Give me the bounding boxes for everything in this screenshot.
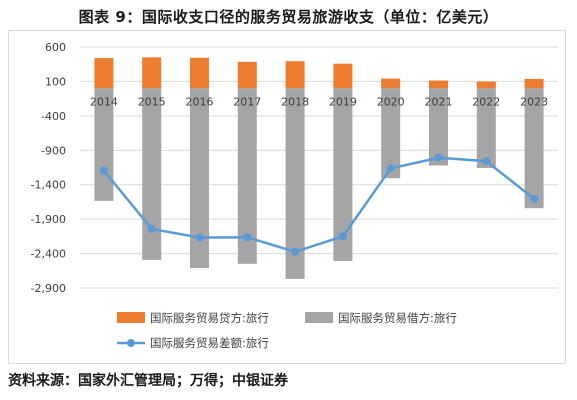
bar-debit <box>333 88 353 262</box>
y-tick-label: -400 <box>41 110 66 123</box>
y-tick-label: -1,400 <box>31 179 66 192</box>
balance-point <box>195 233 204 242</box>
x-tick-label: 2019 <box>329 95 357 108</box>
bar-credit <box>142 57 162 89</box>
x-tick-label: 2014 <box>90 95 118 108</box>
balance-point <box>530 194 539 203</box>
bar-debit <box>94 88 114 201</box>
bar-debit <box>285 88 305 279</box>
balance-point <box>338 232 347 241</box>
source-note: 资料来源：国家外汇管理局；万得；中银证券 <box>8 373 288 389</box>
bar-credit <box>476 81 496 89</box>
balance-point <box>386 164 395 173</box>
x-tick-label: 2018 <box>281 95 309 108</box>
balance-point <box>291 247 300 256</box>
x-tick-label: 2022 <box>472 95 500 108</box>
legend-label-balance: 国际服务贸易差额:旅行 <box>150 336 269 350</box>
y-tick-label: 100 <box>45 75 66 88</box>
bar-debit <box>237 88 257 264</box>
bar-credit <box>381 78 401 89</box>
legend-label-debit: 国际服务贸易借方:旅行 <box>338 311 457 325</box>
balance-point <box>147 224 156 233</box>
x-tick-label: 2016 <box>186 95 214 108</box>
bar-credit <box>429 80 448 89</box>
bar-debit <box>429 88 448 166</box>
balance-point <box>99 166 108 175</box>
bar-credit <box>285 61 305 89</box>
bar-debit <box>524 88 544 209</box>
x-tick-label: 2017 <box>233 95 261 108</box>
balance-point <box>243 233 252 242</box>
bar-debit <box>142 88 162 260</box>
legend-swatch-debit <box>305 312 333 323</box>
balance-point <box>434 153 443 162</box>
bar-credit <box>237 61 257 89</box>
x-tick-label: 2023 <box>520 95 548 108</box>
y-tick-label: -2,400 <box>31 248 66 261</box>
legend-marker-balance <box>127 339 135 347</box>
chart-frame <box>8 30 566 364</box>
bar-credit <box>524 78 544 89</box>
bar-credit <box>333 63 353 89</box>
bar-credit <box>94 58 114 89</box>
x-tick-label: 2020 <box>377 95 405 108</box>
x-tick-label: 2015 <box>138 95 166 108</box>
balance-point <box>482 157 491 166</box>
bar-credit <box>190 57 209 89</box>
y-tick-label: 600 <box>45 41 66 54</box>
y-tick-label: -1,900 <box>31 213 66 226</box>
balance-line <box>102 156 535 254</box>
y-tick-label: -2,900 <box>31 282 66 295</box>
legend-swatch-credit <box>117 312 145 323</box>
bar-debit <box>476 88 496 168</box>
legend-label-credit: 国际服务贸易贷方:旅行 <box>150 311 269 325</box>
y-tick-label: -900 <box>41 144 66 157</box>
bar-debit <box>190 88 209 269</box>
bar-debit <box>381 88 401 179</box>
x-tick-label: 2021 <box>425 95 453 108</box>
chart-title: 图表 9：国际收支口径的服务贸易旅游收支（单位：亿美元） <box>78 8 499 26</box>
